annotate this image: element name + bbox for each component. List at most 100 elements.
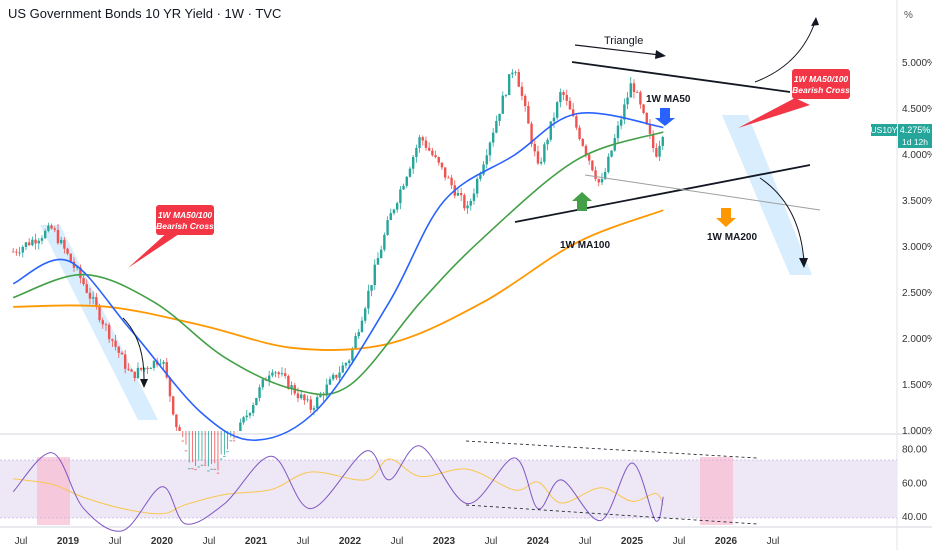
candle (178, 427, 181, 431)
candle (104, 324, 108, 326)
candle (242, 417, 245, 423)
triangle-upper-line (571, 61, 791, 93)
badge-symbol: US10Y (871, 125, 898, 135)
candle (191, 468, 194, 470)
candle (133, 371, 136, 379)
candle (21, 246, 24, 253)
time-tick-label: Jul (203, 536, 216, 547)
candle (552, 117, 556, 122)
support-line (584, 174, 821, 211)
candle (213, 468, 216, 470)
candle (475, 178, 479, 194)
candle (319, 394, 322, 398)
candle (56, 229, 60, 244)
candle (335, 374, 338, 378)
rsi-tick-label: 40.00 (902, 512, 927, 523)
candle (463, 195, 466, 209)
price-tick-label: 5.000% (902, 58, 932, 69)
candle (47, 225, 50, 231)
candle (347, 360, 351, 364)
candle (562, 92, 565, 96)
time-tick-label: Jul (485, 536, 498, 547)
candle (651, 133, 655, 149)
rsi-ma-line (13, 458, 664, 515)
time-tick-label: 2026 (715, 536, 738, 547)
candle (287, 375, 290, 389)
candle (443, 167, 447, 178)
time-tick-label: 2021 (245, 536, 268, 547)
candle (495, 120, 498, 133)
candle (207, 470, 210, 472)
candle (619, 119, 623, 126)
candle (306, 399, 309, 401)
badge-value: 4.275% (900, 125, 931, 135)
time-tick-label: Jul (109, 536, 122, 547)
rsi-upper-trend (465, 440, 758, 459)
candle (591, 160, 594, 171)
candle (216, 472, 220, 474)
ma100-label: 1W MA100 (560, 240, 610, 251)
price-tick-label: 4.000% (902, 150, 932, 161)
candle (315, 397, 319, 409)
candle (459, 193, 463, 196)
time-tick-label: 2025 (621, 536, 644, 547)
candle (645, 112, 648, 125)
callout-left: 1W MA50/100 Bearish Cross (128, 205, 214, 268)
candle (325, 384, 328, 396)
time-tick-label: 2022 (339, 536, 362, 547)
candle (437, 157, 440, 163)
ma200-line (13, 209, 664, 352)
candle (655, 148, 658, 157)
rsi-axis[interactable]: 80.00 60.00 40.00 (902, 444, 927, 523)
candle (603, 171, 607, 180)
candle (536, 151, 540, 164)
candle (251, 405, 255, 414)
price-axis[interactable]: 5.000% 4.500% 4.000% 3.500% 3.000% 2.500% 2.00… (902, 58, 932, 437)
candle (210, 468, 213, 470)
candle (616, 125, 620, 139)
callout-right: 1W MA50/100 Bearish Cross (738, 69, 850, 128)
candle (85, 284, 88, 293)
candle (187, 468, 191, 470)
candle (635, 92, 639, 93)
candle (501, 95, 504, 114)
candle (555, 102, 559, 118)
candle (530, 123, 533, 144)
candle (648, 124, 652, 134)
candle (357, 332, 360, 337)
candle (543, 144, 546, 162)
time-axis[interactable]: Jul 2019 Jul 2020 Jul 2021 Jul 2022 Jul 2023 Jul 20… (15, 536, 780, 547)
candle (488, 142, 492, 156)
time-tick-label: 2020 (151, 536, 174, 547)
candle (386, 220, 389, 235)
candle (383, 234, 386, 250)
candle (456, 193, 460, 196)
candle (418, 137, 421, 148)
candle (258, 387, 261, 398)
time-tick-label: 2024 (527, 536, 550, 547)
candle (341, 365, 344, 373)
candle (159, 363, 162, 365)
candle (479, 174, 482, 179)
candle (411, 156, 415, 169)
candle (146, 367, 149, 369)
candle (299, 394, 303, 399)
candle (405, 176, 408, 186)
candle (130, 369, 133, 372)
candle (309, 399, 312, 410)
candle (485, 155, 488, 165)
candle (63, 239, 66, 249)
candle (623, 104, 626, 120)
svg-text:Bearish Cross: Bearish Cross (156, 221, 214, 231)
candle (255, 397, 258, 406)
chart-title: US Government Bonds 10 YR Yield · 1W · T… (8, 6, 282, 21)
candle (75, 267, 79, 269)
price-tick-label: 1.500% (902, 380, 932, 391)
candle (152, 360, 156, 369)
candle (434, 155, 437, 158)
candle (280, 373, 284, 375)
candle (59, 239, 63, 244)
candle (267, 375, 271, 381)
rsi-line (12, 445, 664, 532)
